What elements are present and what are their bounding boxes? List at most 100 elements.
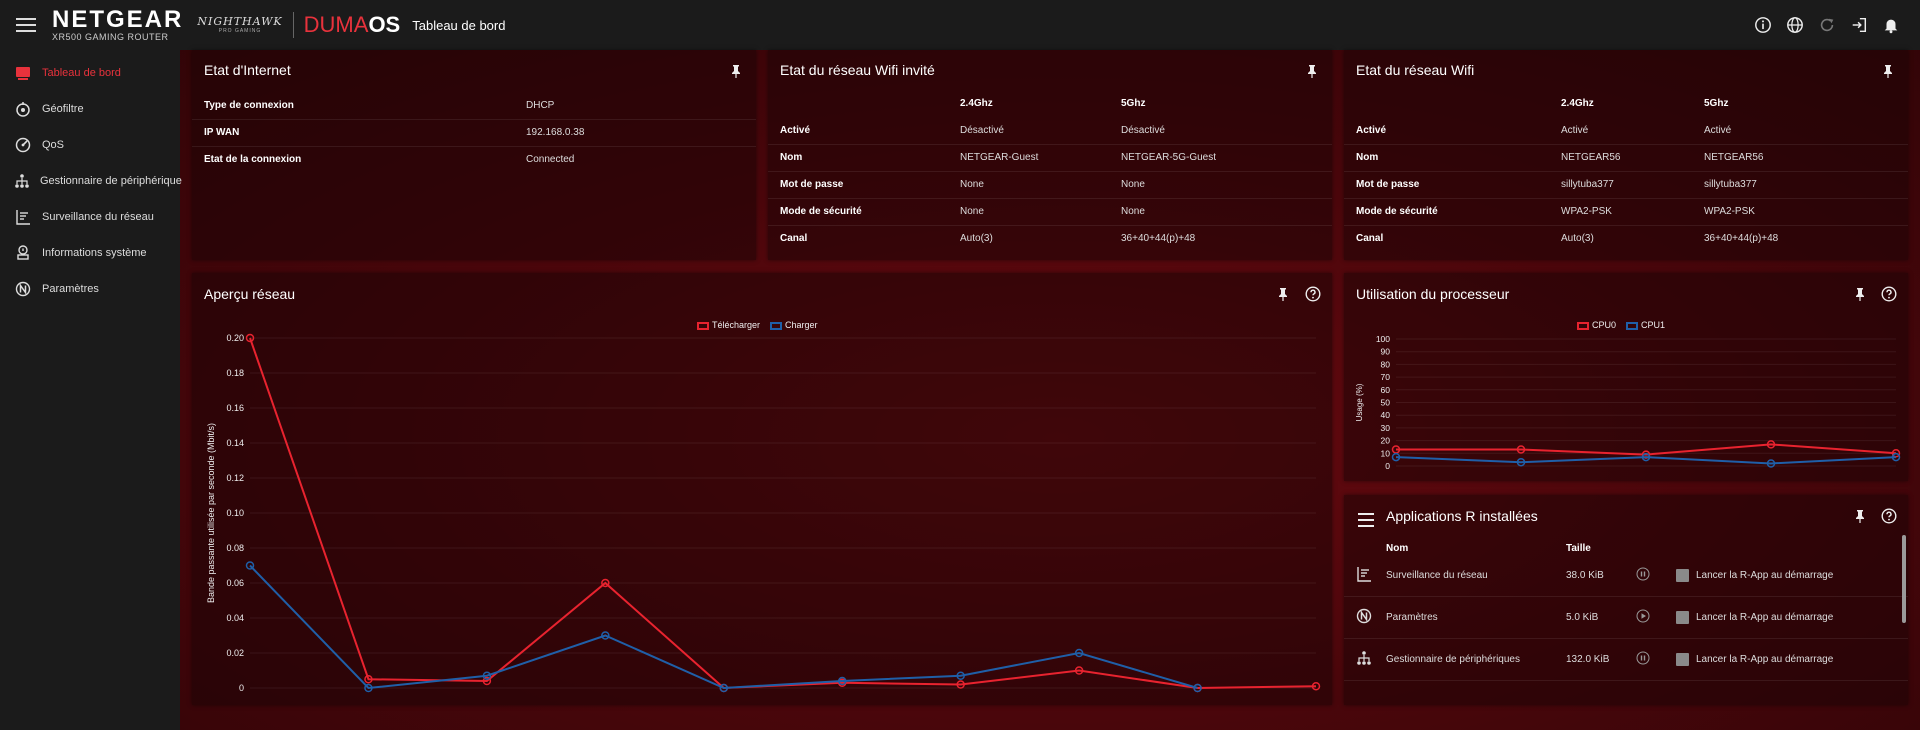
settings-icon — [14, 280, 32, 298]
y-tick-label: 0 — [1385, 461, 1390, 471]
data-point — [1891, 449, 1901, 458]
legend-label: CPU0 — [1592, 320, 1617, 330]
row-label: Type de connexion — [192, 92, 514, 120]
autostart-checkbox[interactable] — [1676, 569, 1689, 582]
row-label: IP WAN — [192, 119, 514, 147]
autostart-checkbox[interactable] — [1676, 653, 1689, 666]
table-row: Mode de sécurité None None — [768, 198, 1332, 226]
pause-icon[interactable] — [1636, 567, 1650, 584]
data-point — [956, 680, 965, 689]
help-icon[interactable] — [1881, 508, 1897, 524]
y-tick-label: 100 — [1376, 334, 1390, 344]
y-axis-label: Usage (%) — [1355, 383, 1364, 421]
row-label: Mot de passe — [768, 171, 948, 199]
y-tick-label: 80 — [1381, 359, 1391, 369]
row-value: NETGEAR56 — [1549, 144, 1692, 172]
list-item: Surveillance du réseau 38.0 KiB Lancer l… — [1344, 555, 1908, 597]
row-value: 36+40+44(p)+48 — [1704, 233, 1779, 245]
data-point — [601, 578, 610, 588]
legend-item[interactable]: CPU1 — [1626, 320, 1665, 330]
nighthawk-logo: NIGHTHAWK PRO GAMING — [197, 16, 282, 34]
row-label: Mode de sécurité — [768, 198, 948, 226]
row-value: Connected — [526, 154, 575, 166]
row-value: Activé — [1692, 117, 1908, 145]
dashboard-icon — [14, 64, 32, 82]
row-value: DHCP — [514, 92, 756, 120]
row-label: Mot de passe — [1344, 171, 1549, 199]
top-bar: NETGEAR XR500 GAMING ROUTER NIGHTHAWK PR… — [0, 0, 1920, 50]
sidebar-item-device-manager[interactable]: Gestionnaire de périphérique — [0, 163, 182, 199]
data-point — [1766, 459, 1776, 468]
header-divider — [292, 12, 294, 38]
globe-icon[interactable] — [1786, 16, 1804, 34]
data-point — [1311, 682, 1321, 691]
legend-item[interactable]: Télécharger — [697, 320, 760, 330]
data-point — [1516, 457, 1526, 467]
checkbox-label: Lancer la R-App au démarrage — [1696, 612, 1834, 623]
pin-icon[interactable] — [1854, 287, 1866, 301]
autostart-checkbox[interactable] — [1676, 611, 1689, 624]
refresh-icon[interactable] — [1818, 16, 1836, 34]
row-value: None — [1109, 171, 1332, 199]
network-chart: 0.20 0.18 0.16 0.14 0.12 0.10 0.08 0.06 0.04 0.02… — [206, 333, 1321, 693]
logout-icon[interactable] — [1850, 16, 1868, 34]
pin-icon[interactable] — [1306, 64, 1318, 78]
y-axis-label: Bande passante utilisée par seconde (Mbi… — [206, 423, 216, 603]
row-value: None — [1109, 198, 1332, 226]
row-value: Auto(3) — [1561, 233, 1594, 245]
pin-icon[interactable] — [1882, 64, 1894, 78]
bell-icon[interactable] — [1882, 16, 1900, 34]
apps-menu-icon[interactable] — [1358, 513, 1374, 527]
col-header: 2.4Ghz — [960, 98, 993, 109]
guest-wifi-panel: Etat du réseau Wifi invité 2.4Ghz 5Ghz Ac… — [768, 50, 1332, 260]
sidebar-item-settings[interactable]: Paramètres — [0, 271, 180, 307]
help-icon[interactable] — [1881, 286, 1897, 302]
data-point — [245, 561, 255, 570]
sidebar-item-system-info[interactable]: Informations système — [0, 235, 180, 271]
col-header: 5Ghz — [1121, 98, 1146, 109]
row-label: Activé — [1344, 117, 1549, 145]
row-label: Nom — [1344, 144, 1549, 172]
info-icon[interactable] — [1754, 16, 1772, 34]
y-tick-label: 0.14 — [226, 438, 244, 448]
panel-title: Etat d'Internet — [204, 62, 291, 78]
legend-item[interactable]: Charger — [770, 320, 818, 330]
sidebar-item-qos[interactable]: QoS — [0, 127, 180, 163]
panel-title: Aperçu réseau — [204, 286, 296, 302]
row-label: Canal — [780, 233, 808, 245]
panel-title: Utilisation du processeur — [1356, 286, 1510, 302]
menu-icon[interactable] — [16, 14, 36, 36]
play-icon[interactable] — [1636, 609, 1650, 626]
pin-icon[interactable] — [1854, 509, 1866, 523]
sidebar-item-geofilter[interactable]: Géofiltre — [0, 91, 180, 127]
col-header-size: Taille — [1566, 543, 1591, 554]
wifi-table: 2.4Ghz 5Ghz Activé Activé Activé Nom NETGEAR… — [1344, 90, 1908, 252]
data-point — [1193, 683, 1202, 693]
row-label: Etat de la connexion — [204, 154, 302, 166]
panel-title: Etat du réseau Wifi — [1356, 62, 1475, 78]
row-value: WPA2-PSK — [1549, 198, 1692, 226]
pause-icon[interactable] — [1636, 651, 1650, 668]
table-header: 2.4Ghz 5Ghz — [1344, 90, 1908, 117]
sidebar-item-network-monitor[interactable]: Surveillance du réseau — [0, 199, 180, 235]
table-row: Nom NETGEAR-Guest NETGEAR-5G-Guest — [768, 144, 1332, 172]
series-line-1 — [249, 564, 1198, 690]
legend-label: Charger — [785, 320, 818, 330]
data-point — [1516, 445, 1526, 454]
data-point — [1391, 452, 1401, 462]
pin-icon[interactable] — [1277, 287, 1289, 301]
row-value: sillytuba377 — [1549, 171, 1692, 199]
scrollbar[interactable] — [1902, 535, 1906, 623]
sidebar-item-dashboard[interactable]: Tableau de bord — [0, 55, 180, 91]
help-icon[interactable] — [1305, 286, 1321, 302]
y-tick-label: 0.08 — [226, 543, 244, 553]
y-tick-label: 50 — [1381, 398, 1391, 408]
pin-icon[interactable] — [730, 64, 742, 78]
legend-item[interactable]: CPU0 — [1577, 320, 1616, 330]
row-label: Nom — [768, 144, 948, 172]
nighthawk-name: NIGHTHAWK — [197, 15, 283, 28]
y-tick-label: 0.20 — [226, 333, 244, 343]
data-point — [719, 683, 729, 693]
data-point — [837, 676, 847, 686]
checkbox-label: Lancer la R-App au démarrage — [1696, 570, 1834, 581]
